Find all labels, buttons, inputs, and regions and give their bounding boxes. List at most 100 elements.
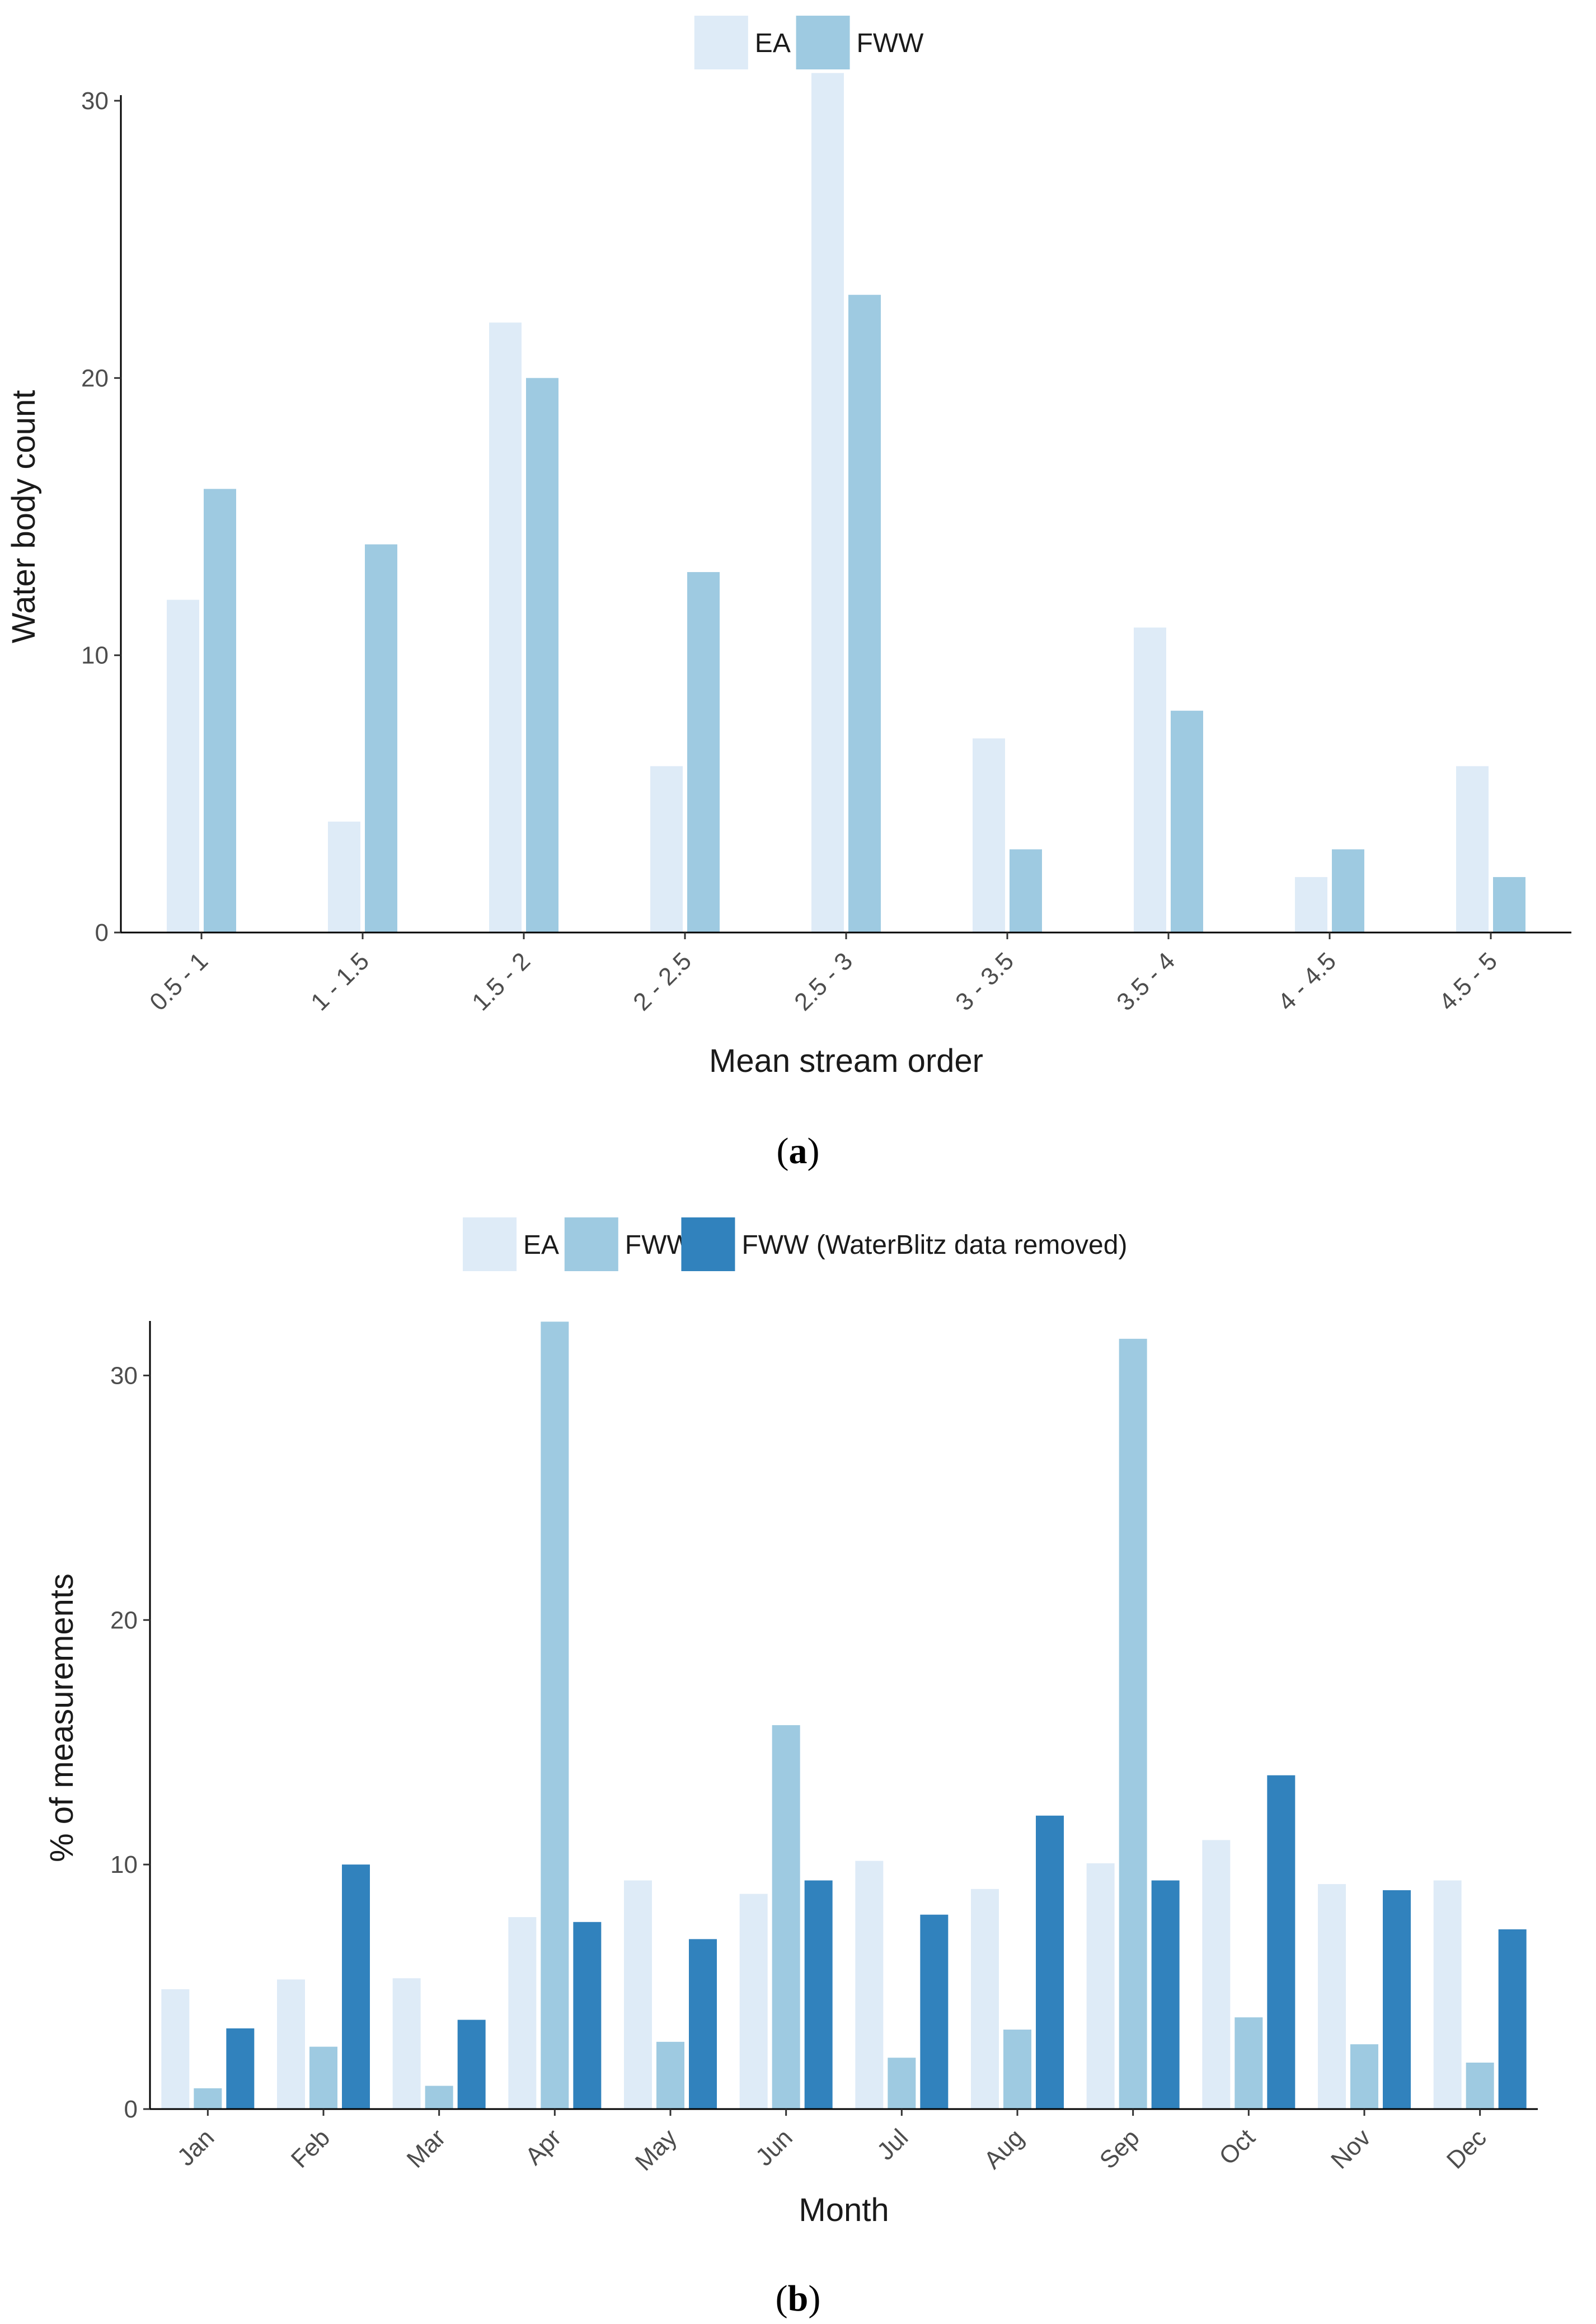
b-legend-swatch-2: [681, 1217, 735, 1271]
b-bar-fww-waterblitz-data-removed--dec: [1498, 1929, 1527, 2109]
b-bar-fww-may: [656, 2041, 684, 2109]
a-legend-label-0: EA: [755, 29, 791, 58]
a-x-axis-title: Mean stream order: [709, 1043, 983, 1079]
a-bar-fww-3-3-5: [1010, 849, 1042, 933]
a-x-tick-label-1: 1 - 1.5: [306, 947, 374, 1016]
a-legend-swatch-0: [694, 16, 748, 69]
a-y-tick-label-30: 30: [81, 87, 109, 115]
a-x-tick-label-6: 3.5 - 4: [1111, 947, 1180, 1016]
a-x-tick-label-0: 0.5 - 1: [144, 947, 213, 1016]
b-bar-fww-apr: [541, 1322, 569, 2109]
b-legend-label-0: EA: [523, 1230, 559, 1260]
a-bar-ea-4-4-5: [1295, 877, 1327, 933]
a-x-tick-label-5: 3 - 3.5: [950, 947, 1019, 1016]
chart-b: 0 10 20 30 Jan Feb Mar Apr May Jun Jul Aug Sep Oct Nov…: [44, 1217, 1538, 2228]
a-legend: EA FWW: [694, 16, 924, 69]
b-y-tick-label-0: 0: [124, 2096, 138, 2123]
b-x-tick-label-10: Nov: [1326, 2124, 1376, 2174]
b-x-tick-label-8: Sep: [1095, 2124, 1145, 2174]
b-bar-fww-jul: [888, 2058, 916, 2109]
a-bar-fww-4-4-5: [1332, 849, 1364, 933]
b-series-0: [161, 1840, 1462, 2109]
b-y-tick-label-20: 20: [110, 1606, 138, 1634]
b-bar-ea-feb: [277, 1979, 305, 2109]
a-bar-ea-0-5-1: [167, 599, 199, 933]
b-bar-ea-aug: [971, 1889, 999, 2109]
b-x-tick-label-9: Oct: [1214, 2124, 1260, 2170]
a-x-tick-label-3: 2 - 2.5: [628, 947, 697, 1016]
b-x-tick-label-0: Jan: [172, 2124, 220, 2171]
a-bar-fww-0-5-1: [204, 489, 236, 933]
b-bar-ea-nov: [1318, 1884, 1346, 2109]
b-bar-fww-feb: [309, 2046, 337, 2109]
b-bar-fww-jan: [194, 2088, 222, 2109]
b-bar-ea-dec: [1433, 1880, 1462, 2109]
a-y-tick-label-10: 10: [81, 642, 109, 669]
b-series-1: [194, 1322, 1494, 2109]
b-x-tick-label-1: Feb: [286, 2124, 335, 2173]
b-bar-fww-sep: [1119, 1338, 1147, 2109]
b-bar-fww-waterblitz-data-removed--may: [689, 1939, 717, 2109]
a-bar-ea-3-5-4: [1134, 627, 1166, 933]
b-bar-fww-waterblitz-data-removed--jun: [804, 1880, 833, 2109]
b-legend-label-2: FWW (WaterBlitz data removed): [741, 1230, 1127, 1260]
a-legend-label-1: FWW: [857, 29, 924, 58]
b-bar-fww-nov: [1350, 2044, 1378, 2109]
b-legend-swatch-0: [463, 1217, 517, 1271]
b-bar-fww-waterblitz-data-removed--oct: [1267, 1775, 1295, 2109]
caption-a: (a): [777, 1131, 820, 1172]
caption-a-label: a: [789, 1131, 808, 1172]
a-x-tick-label-7: 4 - 4.5: [1273, 947, 1341, 1016]
b-x-axis-title: Month: [799, 2192, 889, 2228]
b-bar-fww-waterblitz-data-removed--mar: [457, 2020, 486, 2109]
a-series-0: [167, 73, 1489, 933]
b-legend-swatch-1: [564, 1217, 618, 1271]
b-bar-fww-waterblitz-data-removed--apr: [573, 1922, 602, 2109]
a-legend-swatch-1: [796, 16, 850, 69]
b-bar-fww-aug: [1003, 2030, 1031, 2109]
b-bar-fww-waterblitz-data-removed--sep: [1151, 1880, 1180, 2109]
b-bar-fww-waterblitz-data-removed--aug: [1036, 1815, 1064, 2109]
a-bar-ea-1-5-2: [489, 322, 522, 933]
a-bar-fww-1-5-2: [526, 378, 558, 933]
a-bar-ea-2-5-3: [811, 73, 844, 933]
b-y-axis-title: % of measurements: [44, 1573, 80, 1862]
a-x-tick-label-8: 4.5 - 5: [1434, 947, 1503, 1016]
b-bar-ea-apr: [508, 1917, 537, 2109]
b-bar-ea-jan: [161, 1989, 190, 2109]
a-bar-ea-3-3-5: [973, 738, 1005, 933]
b-y-tick-label-10: 10: [110, 1851, 138, 1878]
b-bar-fww-waterblitz-data-removed--nov: [1383, 1890, 1411, 2109]
b-legend-label-1: FWW: [625, 1230, 693, 1260]
b-x-tick-label-2: Mar: [402, 2124, 451, 2173]
b-legend: EA FWW FWW (WaterBlitz data removed): [463, 1217, 1127, 1271]
a-bar-fww-2-2-5: [687, 572, 720, 933]
b-bar-fww-oct: [1234, 2017, 1263, 2109]
a-bar-fww-3-5-4: [1171, 710, 1203, 933]
b-bar-fww-mar: [425, 2086, 453, 2109]
a-bar-ea-1-1-5: [328, 821, 360, 933]
b-x-tick-label-3: Apr: [520, 2124, 566, 2170]
b-bar-fww-waterblitz-data-removed--jul: [920, 1914, 949, 2109]
b-x-tick-label-6: Jul: [872, 2124, 913, 2165]
a-y-tick-label-0: 0: [95, 919, 109, 947]
b-x-tick-label-5: Jun: [750, 2124, 798, 2171]
a-bar-fww-4-5-5: [1493, 877, 1525, 933]
b-bar-fww-waterblitz-data-removed--jan: [226, 2028, 255, 2109]
a-series-1: [204, 294, 1525, 933]
a-bar-ea-4-5-5: [1456, 766, 1489, 933]
b-bar-fww-waterblitz-data-removed--feb: [342, 1864, 370, 2109]
a-bar-fww-1-1-5: [365, 544, 397, 933]
b-x-tick-label-11: Dec: [1442, 2124, 1492, 2174]
b-y-tick-label-30: 30: [110, 1362, 138, 1389]
caption-b: (b): [776, 2278, 821, 2319]
caption-b-label: b: [788, 2278, 809, 2319]
b-bar-ea-sep: [1086, 1863, 1115, 2109]
b-x-tick-label-4: May: [630, 2124, 682, 2176]
a-x-tick-label-2: 1.5 - 2: [467, 947, 536, 1016]
b-bar-ea-jun: [739, 1894, 768, 2109]
a-x-tick-label-4: 2.5 - 3: [789, 947, 858, 1016]
b-bar-ea-jul: [855, 1861, 884, 2109]
b-bar-fww-jun: [772, 1725, 800, 2109]
